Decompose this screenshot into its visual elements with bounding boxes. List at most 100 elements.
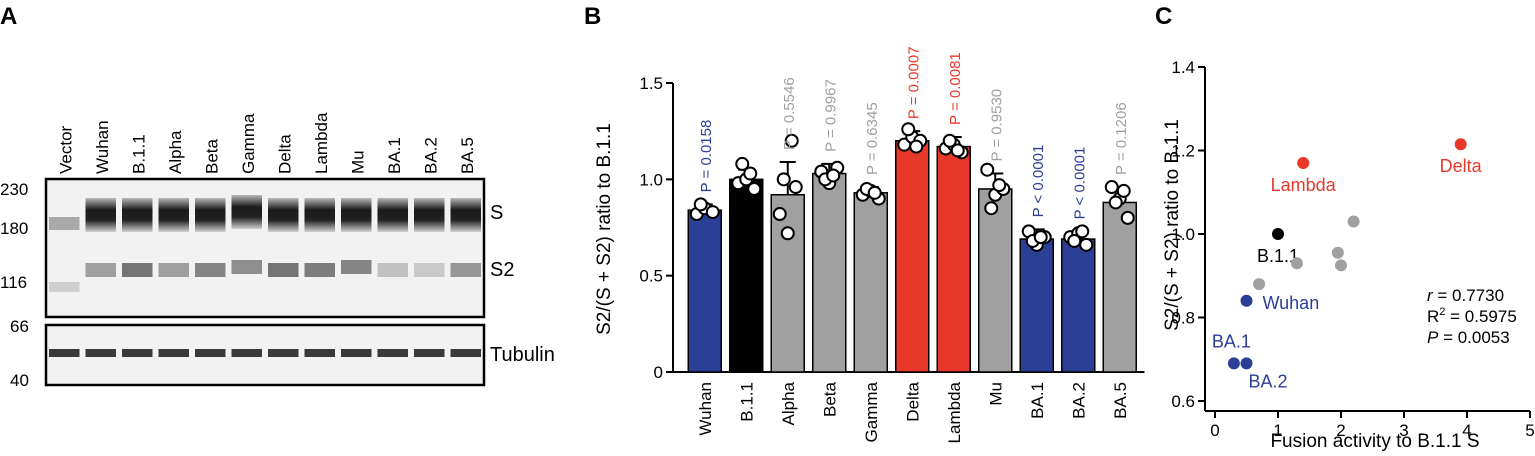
stat-r2: R2 = 0.5975 xyxy=(1427,306,1517,326)
panel-c-letter: C xyxy=(1155,3,1172,30)
category-label: Wuhan xyxy=(696,382,715,436)
band-tubulin xyxy=(195,349,226,357)
lower-blot-tubulin xyxy=(44,323,486,387)
pvalue-label: P = 0.0007 xyxy=(905,46,922,119)
band-s xyxy=(85,198,116,232)
marker-180: 180 xyxy=(0,219,28,238)
data-point xyxy=(1075,224,1090,239)
data-point xyxy=(788,180,803,195)
data-point xyxy=(1120,210,1135,225)
lower-blot-frame xyxy=(44,323,486,387)
lane-label: BA.2 xyxy=(421,137,440,174)
lane-label: Delta xyxy=(275,134,294,174)
data-point xyxy=(1067,233,1082,248)
lane-label: B.1.1 xyxy=(129,134,148,174)
point-label: BA.2 xyxy=(1249,371,1288,391)
band-s xyxy=(304,198,335,232)
label-s: S xyxy=(490,202,503,224)
marker-116: 116 xyxy=(0,273,27,292)
panel-b-ytick-label: 0.5 xyxy=(639,267,663,286)
scatter-point xyxy=(1290,257,1303,270)
band-s xyxy=(122,198,153,232)
scatter-point xyxy=(1331,246,1344,259)
data-point xyxy=(1104,180,1119,195)
panel-b-category-labels: Wuhan B.1.1 Alpha Beta Gamma Delta Lambda Mu BA.… xyxy=(696,381,1130,443)
panel-c-xtick-label: 3 xyxy=(1399,421,1408,440)
panel-c-ytick-label: 1.0 xyxy=(1171,225,1195,244)
category-label: BA.1 xyxy=(1028,382,1047,419)
lane-label: Mu xyxy=(348,150,367,174)
panel-b-ytick-label: 1.5 xyxy=(639,74,663,93)
data-point xyxy=(992,178,1007,193)
pvalue-label: P < 0.0001 xyxy=(1030,145,1047,218)
lane-label: Wuhan xyxy=(93,120,112,174)
bar-ba5 xyxy=(1102,201,1137,373)
panel-c-xtick-label: 4 xyxy=(1462,421,1471,440)
band-s xyxy=(195,198,226,232)
upper-blot-s-s2 xyxy=(44,177,486,319)
data-point xyxy=(776,172,791,187)
stat-r: r = 0.7730 xyxy=(1427,286,1504,305)
band-s xyxy=(268,198,299,232)
pvalue-label: P = 0.9530 xyxy=(988,89,1005,162)
data-point xyxy=(743,166,758,181)
marker-230: 230 xyxy=(0,180,28,199)
scatter-point xyxy=(1240,357,1253,370)
data-point xyxy=(1108,195,1123,210)
band-tubulin xyxy=(268,349,299,357)
point-label: Lambda xyxy=(1271,175,1337,195)
data-point xyxy=(693,197,708,212)
band-tubulin xyxy=(85,349,116,357)
data-point xyxy=(747,181,762,196)
band-s2 xyxy=(122,263,153,277)
bar-lambda xyxy=(936,145,971,373)
panel-b-bar-chart: B S2/(S + S2) ratio to B.1.1 00.51.01.5 … xyxy=(584,3,1145,443)
bar-wuhan xyxy=(687,209,722,373)
category-label: Mu xyxy=(986,382,1005,406)
band-s xyxy=(450,198,481,232)
scatter-point xyxy=(1347,215,1360,228)
band-s2 xyxy=(377,263,408,277)
panel-a-letter: A xyxy=(0,3,17,30)
pvalue-label: P = 0.9967 xyxy=(822,79,839,152)
panel-c-ytick-label: 1.2 xyxy=(1171,142,1195,161)
panel-b-ylabel: S2/(S + S2) ratio to B.1.1 xyxy=(594,123,615,335)
bar-ba2 xyxy=(1061,238,1096,373)
panel-b-ytick-label: 1.0 xyxy=(639,170,663,189)
band-s2 xyxy=(231,260,262,274)
band-s xyxy=(231,195,262,229)
data-point xyxy=(984,201,999,216)
data-point xyxy=(867,185,882,200)
data-point xyxy=(826,168,841,183)
panel-c-xtick-label: 1 xyxy=(1273,421,1282,440)
category-label: Beta xyxy=(820,381,839,417)
point-label: B.1.1 xyxy=(1257,246,1299,266)
bar-ba1 xyxy=(1019,238,1054,373)
upper-blot-frame xyxy=(44,177,486,319)
category-label: BA.5 xyxy=(1111,382,1130,419)
data-point xyxy=(1033,230,1048,245)
band-tubulin xyxy=(158,349,189,357)
panel-c-ytick-label: 0.6 xyxy=(1171,392,1195,411)
lane-labels: Vector Wuhan B.1.1 Alpha Beta Gamma Delta Lambd… xyxy=(56,112,477,174)
scatter-point xyxy=(1454,138,1467,151)
point-label: BA.1 xyxy=(1212,331,1251,351)
band-s xyxy=(414,198,445,232)
category-label: Lambda xyxy=(945,381,964,443)
bar-b11 xyxy=(729,178,764,373)
pvalue-label: P = 0.5546 xyxy=(781,77,798,150)
stat-p: P = 0.0053 xyxy=(1427,328,1510,347)
panel-c-axes: 0.6 0.8 1.0 1.2 1.4 0 1 2 3 4 5 xyxy=(1171,58,1534,440)
band-tubulin xyxy=(377,349,408,357)
lane-label: Alpha xyxy=(166,130,185,174)
pvalue-label: P = 0.0158 xyxy=(698,120,715,193)
band-s xyxy=(158,198,189,232)
data-point xyxy=(901,122,916,137)
scatter-point xyxy=(1227,357,1240,370)
pvalue-label: P = 0.0081 xyxy=(947,52,964,125)
data-point xyxy=(942,133,957,148)
band-tubulin xyxy=(122,349,153,357)
data-point xyxy=(784,133,799,148)
band-tubulin xyxy=(231,349,262,357)
